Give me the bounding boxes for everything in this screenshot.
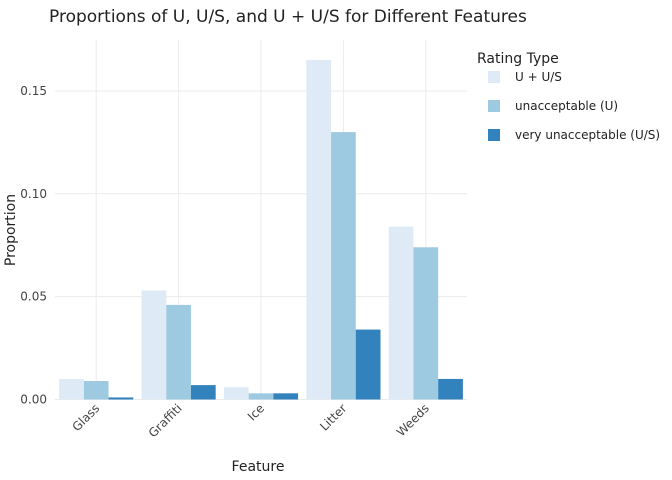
y-tick-labels: 0.00 0.05 0.10 0.15 [20, 84, 47, 407]
y-tick-label: 0.00 [20, 393, 47, 407]
bar-graffiti-series-1 [166, 304, 191, 400]
bar-ice-series-0 [223, 387, 249, 400]
legend-swatch [488, 129, 500, 141]
x-tick-label: Ice [245, 401, 267, 423]
x-tick-label: Glass [69, 401, 102, 434]
y-tick-label: 0.10 [20, 187, 47, 201]
bar-glass-series-0 [59, 378, 84, 400]
bar-litter-series-2 [355, 329, 381, 400]
legend-label: very unacceptable (U/S) [515, 128, 660, 142]
grid-layer [55, 40, 467, 400]
y-tick-label: 0.15 [20, 84, 47, 98]
bar-litter-series-1 [331, 132, 356, 400]
bar-graffiti-series-2 [190, 385, 216, 400]
bar-weeds-series-1 [413, 247, 439, 400]
x-tick-label: Litter [317, 401, 349, 433]
bars-layer [59, 60, 463, 400]
bar-weeds-series-0 [388, 226, 414, 400]
bar-glass-series-2 [108, 397, 134, 400]
x-tick-label: Weeds [394, 401, 432, 439]
bar-weeds-series-2 [438, 378, 463, 400]
legend: Rating Type U + U/S unacceptable (U) very … [477, 51, 660, 142]
chart-title: Proportions of U, U/S, and U + U/S for D… [49, 7, 527, 27]
bar-glass-series-1 [83, 380, 109, 400]
x-tick-labels: Glass Graffiti Ice Litter Weeds [69, 401, 431, 440]
y-tick-label: 0.05 [20, 290, 47, 304]
bar-litter-series-0 [306, 60, 332, 400]
y-axis-title: Proportion [3, 194, 19, 266]
legend-swatch [488, 100, 500, 112]
bar-ice-series-2 [273, 393, 299, 400]
bar-graffiti-series-0 [141, 290, 167, 400]
x-axis-title: Feature [232, 459, 285, 475]
legend-title: Rating Type [477, 51, 559, 67]
legend-label: U + U/S [515, 70, 562, 84]
bar-ice-series-1 [248, 393, 274, 400]
legend-label: unacceptable (U) [515, 99, 618, 113]
x-tick-label: Graffiti [146, 401, 185, 440]
legend-swatch [488, 71, 500, 83]
